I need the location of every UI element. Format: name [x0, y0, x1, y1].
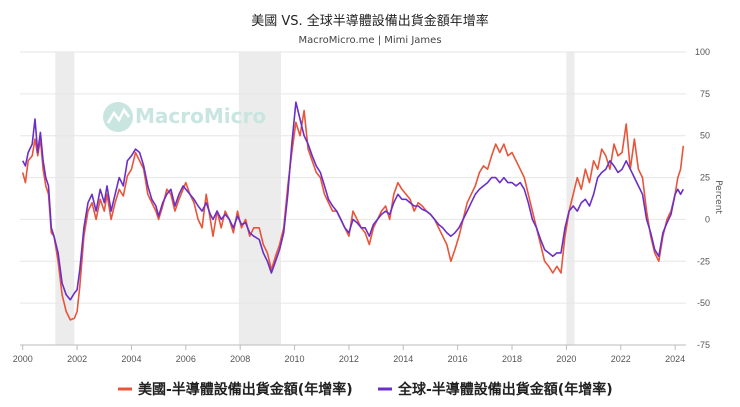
- x-tick-label: 2008: [230, 354, 250, 364]
- y-tick-label: 50: [700, 131, 710, 141]
- x-tick-label: 2012: [339, 354, 359, 364]
- x-tick-label: 2002: [67, 354, 87, 364]
- y-tick-label: 75: [700, 89, 710, 99]
- series-lines: [21, 101, 685, 321]
- legend: 美國-半導體設備出貨金額(年增率) 全球-半導體設備出貨金額(年增率): [118, 381, 613, 398]
- legend-label: 全球-半導體設備出貨金額(年增率): [397, 381, 613, 398]
- series-line-global: [21, 101, 685, 301]
- watermark: MacroMicro: [135, 104, 266, 128]
- x-tick-label: 2014: [393, 354, 413, 364]
- x-tick-label: 2020: [556, 354, 576, 364]
- chart-title: 美國 VS. 全球半導體設備出貨金額年增率: [251, 13, 489, 29]
- x-tick-label: 2006: [176, 354, 196, 364]
- y-tick-label: -25: [697, 256, 710, 266]
- x-tick-label: 2000: [13, 354, 33, 364]
- x-tick-label: 2010: [285, 354, 305, 364]
- legend-label: 美國-半導體設備出貨金額(年增率): [138, 381, 353, 398]
- y-axis: 100 75 50 25 0 -25 -50 -75: [695, 47, 710, 350]
- series-line-us: [21, 109, 685, 321]
- recession-band: [55, 52, 75, 345]
- y-tick-label: 0: [705, 214, 710, 224]
- y-tick-label: -75: [697, 340, 710, 350]
- x-tick-label: 2004: [121, 354, 141, 364]
- y-tick-label: 100: [695, 47, 710, 57]
- recession-bands: [55, 52, 575, 345]
- x-tick-label: 2018: [502, 354, 522, 364]
- x-tick-label: 2022: [611, 354, 631, 364]
- recession-band: [238, 52, 281, 345]
- y-tick-label: 25: [700, 173, 710, 183]
- x-tick-label: 2016: [448, 354, 468, 364]
- y-tick-label: -50: [697, 298, 710, 308]
- x-axis: 2000 2002 2004 2006 2008 2010 2012 2014 2016 2018…: [13, 344, 686, 364]
- y-axis-label: Percent: [713, 180, 723, 214]
- x-tick-label: 2024: [665, 354, 685, 364]
- grid-lines: [20, 51, 686, 346]
- recession-band: [566, 52, 575, 345]
- chart-subtitle: MacroMicro.me | Mimi James: [298, 35, 441, 46]
- watermark-logo-icon: [103, 102, 133, 132]
